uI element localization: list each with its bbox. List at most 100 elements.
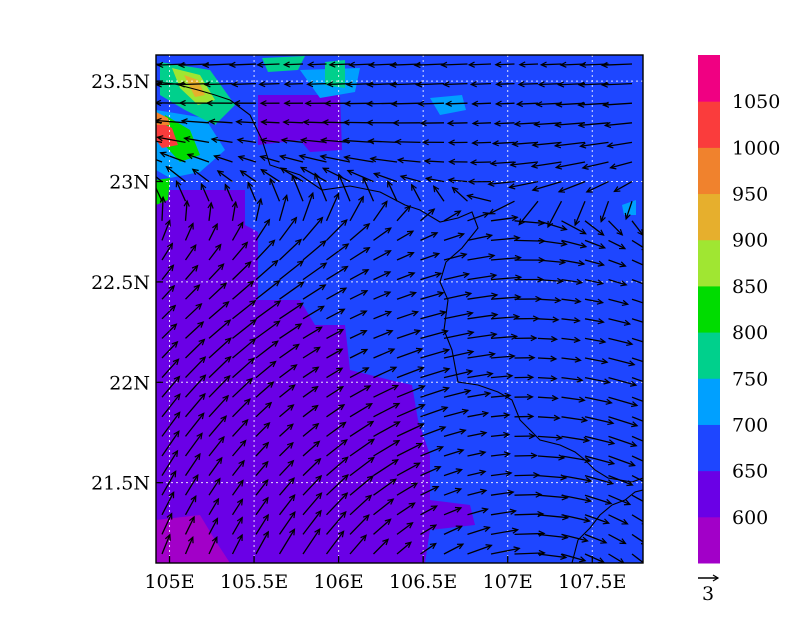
wind-arrow <box>161 358 180 379</box>
wind-arrowhead <box>138 62 144 67</box>
wind-arrow <box>156 119 186 124</box>
wind-arrow <box>208 337 232 359</box>
wind-arrow <box>232 357 255 379</box>
wind-arrow <box>396 366 424 379</box>
wind-arrowhead <box>413 329 422 336</box>
field-region-purple <box>156 190 475 563</box>
wind-arrowhead <box>201 61 210 69</box>
wind-arrowhead <box>164 533 171 541</box>
wind-arrow <box>208 395 229 418</box>
wind-arrowhead <box>208 118 216 125</box>
wind-arrow <box>192 168 210 183</box>
wind-arrow <box>156 175 163 183</box>
wind-arrowhead <box>628 360 636 367</box>
wind-arrow <box>467 212 489 222</box>
wind-arrow <box>302 510 322 535</box>
wind-arrowhead <box>199 356 207 364</box>
wind-arrowhead <box>454 506 463 513</box>
wind-arrowhead <box>481 410 490 418</box>
wind-arrowhead <box>194 452 201 461</box>
wind-arrowhead <box>336 367 344 374</box>
wind-arrowhead <box>166 242 174 250</box>
wind-arrowhead <box>537 81 545 88</box>
wind-arrowhead <box>411 482 419 489</box>
wind-arrowhead <box>654 403 660 408</box>
wind-arrow <box>608 239 626 250</box>
wind-arrow <box>181 120 210 124</box>
wind-arrow <box>349 348 368 359</box>
wind-arrowhead <box>560 553 568 560</box>
wind-arrow <box>605 122 633 127</box>
wind-arrow <box>278 217 297 241</box>
wind-arrow <box>558 180 586 193</box>
wind-arrow <box>420 446 444 457</box>
wind-arrow <box>396 404 425 418</box>
wind-arrow <box>467 412 488 418</box>
reference-vector-label: 3 <box>702 583 714 605</box>
wind-arrowhead <box>205 99 213 107</box>
wind-arrowhead <box>530 452 538 459</box>
wind-arrow <box>608 455 635 467</box>
wind-arrow <box>232 261 252 281</box>
wind-arrow <box>302 423 319 437</box>
wind-arrowhead <box>218 435 225 443</box>
wind-arrowhead <box>239 439 247 447</box>
wind-arrow <box>208 263 225 281</box>
wind-arrowhead <box>283 100 291 107</box>
wind-arrowhead <box>298 153 306 161</box>
wind-arrowhead <box>491 292 499 299</box>
wind-arrow <box>608 318 630 325</box>
wind-arrow <box>255 340 279 359</box>
wind-arrow <box>631 337 643 343</box>
wind-arrow <box>443 273 469 281</box>
wind-arrowhead <box>339 287 348 294</box>
wind-arrowhead <box>307 61 315 68</box>
wind-arrowhead <box>533 471 541 479</box>
wind-arrow <box>467 294 498 300</box>
wind-arrow <box>302 405 319 418</box>
wind-arrowhead <box>259 154 267 161</box>
wind-arrowhead <box>304 100 312 107</box>
wind-arrowhead <box>358 195 364 203</box>
wind-arrowhead <box>650 442 656 447</box>
country-boundary <box>156 81 643 563</box>
wind-arrow <box>302 440 320 457</box>
wind-arrow <box>537 337 557 340</box>
colorbar-swatch <box>698 55 720 102</box>
wind-arrow <box>396 442 423 457</box>
wind-arrowhead <box>273 320 281 327</box>
wind-arrow <box>420 505 438 516</box>
wind-arrowhead <box>363 223 371 230</box>
wind-arrowhead <box>487 180 495 187</box>
colorbar-swatch <box>698 239 720 287</box>
wind-arrow <box>349 420 374 437</box>
wind-arrowhead <box>189 515 195 524</box>
wind-arrow <box>302 192 314 222</box>
wind-arrow <box>600 200 610 222</box>
wind-arrowhead <box>600 61 608 69</box>
wind-arrowhead <box>262 441 270 449</box>
wind-arrow <box>586 181 609 193</box>
wind-arrowhead <box>577 121 585 129</box>
wind-arrowhead <box>180 118 188 125</box>
wind-arrowhead <box>413 462 421 469</box>
wind-arrow <box>561 278 583 284</box>
wind-arrow <box>161 470 177 496</box>
wind-arrow <box>231 222 244 241</box>
wind-arrow <box>467 392 491 398</box>
wind-arrow <box>279 323 302 339</box>
wind-arrow <box>232 419 249 437</box>
wind-arrowhead <box>597 260 605 267</box>
wind-arrow <box>452 187 468 202</box>
wind-arrow <box>161 534 171 555</box>
wind-arrow <box>326 308 345 320</box>
wind-arrow <box>349 403 373 418</box>
wind-arrowhead <box>384 227 392 234</box>
wind-arrowhead <box>631 421 639 428</box>
wind-arrowhead <box>190 244 197 252</box>
wind-arrow <box>373 227 392 241</box>
wind-arrowhead <box>192 473 199 482</box>
colorbar-label: 600 <box>732 507 768 529</box>
wind-arrow <box>303 121 327 124</box>
wind-arrow <box>161 513 173 535</box>
